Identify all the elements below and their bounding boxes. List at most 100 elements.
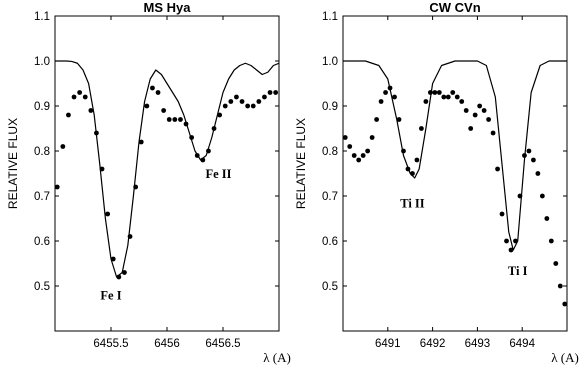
cw-cvn-ytick-label: 0.7 — [322, 191, 338, 203]
cw-cvn-observed-point — [548, 238, 554, 244]
cw-cvn-observed-point — [477, 103, 483, 109]
cw-cvn-line-label: Ti II — [400, 196, 425, 210]
cw-cvn-observed-point — [392, 94, 397, 100]
ms-hya-observed-point — [239, 99, 245, 104]
cw-cvn-observed-point — [432, 90, 438, 95]
ms-hya-ylabel: RELATIVE FLUX — [6, 118, 20, 209]
ms-hya-observed-point — [82, 94, 88, 100]
cw-cvn-observed-point — [499, 211, 505, 217]
ms-hya-title: MS Hya — [144, 0, 192, 15]
ms-hya-ytick-label: 1.1 — [34, 11, 50, 23]
cw-cvn-xtick-label: 6491 — [375, 338, 401, 350]
cw-cvn-line-label: Ti I — [508, 264, 528, 278]
ms-hya-ytick-label: 0.8 — [34, 146, 50, 158]
cw-cvn-observed-point — [369, 135, 375, 140]
ms-hya-observed-point — [222, 103, 228, 109]
cw-cvn-xtick-label: 6492 — [420, 338, 446, 350]
cw-cvn-observed-point — [365, 148, 371, 154]
cw-cvn-observed-point — [414, 157, 420, 163]
ms-hya-observed-point — [262, 94, 267, 100]
ms-hya-observed-point — [245, 103, 251, 109]
ms-hya-observed-point — [256, 99, 262, 104]
cw-cvn-axes-frame — [342, 15, 568, 332]
cw-cvn-ytick-label: 0.8 — [322, 146, 338, 158]
cw-cvn-observed-point — [526, 148, 532, 154]
ms-hya-observed-point — [55, 184, 60, 190]
cw-cvn-ytick-label: 0.5 — [322, 281, 338, 293]
ms-hya-observed-point — [66, 112, 71, 118]
ms-hya-observed-point — [273, 90, 279, 95]
ms-hya-observed-point — [71, 94, 77, 100]
cw-cvn-observed-point — [544, 216, 550, 221]
cw-cvn-observed-point — [450, 90, 456, 95]
ms-hya-observed-point — [88, 108, 94, 113]
ms-hya-ytick-label: 0.5 — [34, 281, 50, 293]
cw-cvn-title: CW CVn — [429, 0, 480, 15]
ms-hya-ytick-label: 0.9 — [34, 101, 50, 113]
ms-hya-observed-point — [155, 90, 161, 95]
cw-cvn-observed-point — [535, 171, 541, 176]
ms-hya-panel: MS Hya 0.5 0.6 0.7 0.8 0.9 1.0 1.1 6455.5 6456 645… — [6, 0, 291, 365]
ms-hya-observed-point — [234, 94, 239, 100]
ms-hya-line-label: Fe II — [205, 167, 231, 181]
cw-cvn-observed-point — [553, 261, 559, 266]
ms-hya-xtick-label: 6456.5 — [205, 338, 240, 350]
cw-cvn-observed-point — [504, 238, 509, 244]
cw-cvn-observed-point — [396, 117, 402, 122]
ms-hya-observed-point — [217, 112, 223, 118]
ms-hya-observed-point — [144, 103, 150, 109]
cw-cvn-observed-point — [360, 153, 366, 158]
ms-hya-observed-point — [166, 117, 172, 122]
cw-cvn-observed-point — [383, 90, 388, 95]
cw-cvn-observed-point — [481, 108, 487, 113]
cw-cvn-observed-point — [539, 193, 545, 199]
cw-cvn-plot-area — [343, 60, 567, 307]
cw-cvn-observed-point — [486, 117, 491, 122]
cw-cvn-observed-point — [472, 112, 478, 118]
ms-hya-observed-point — [172, 117, 178, 122]
ms-hya-line-label: Fe I — [100, 289, 121, 303]
ms-hya-observed-point — [110, 256, 116, 262]
cw-cvn-observed-point — [495, 166, 500, 172]
ms-hya-observed-point — [250, 103, 256, 109]
ms-hya-observed-point — [267, 90, 273, 95]
cw-cvn-observed-point — [441, 94, 447, 100]
cw-cvn-xtick-label: 6494 — [509, 338, 535, 350]
ms-hya-xlabel: λ (A) — [263, 350, 291, 365]
cw-cvn-xlabel: λ (A) — [551, 350, 579, 365]
cw-cvn-observed-point — [374, 117, 379, 122]
cw-cvn-ytick-label: 1.0 — [322, 56, 338, 68]
cw-cvn-ytick-label: 1.1 — [322, 11, 338, 23]
ms-hya-ytick-label: 0.7 — [34, 191, 50, 203]
ms-hya-observed-point — [161, 108, 167, 113]
cw-cvn-observed-point — [351, 153, 357, 158]
cw-cvn-observed-point — [445, 94, 451, 100]
cw-cvn-panel: CW CVn 0.5 0.6 0.7 0.8 0.9 1.0 1.1 6491 6492 6493 6… — [294, 0, 579, 365]
ms-hya-xtick-label: 6455.5 — [93, 338, 128, 350]
cw-cvn-observed-point — [419, 126, 424, 131]
cw-cvn-observed-point — [436, 90, 442, 95]
ms-hya-ytick-label: 1.0 — [34, 56, 50, 68]
cw-cvn-observed-point — [347, 144, 353, 149]
cw-cvn-observed-point — [490, 130, 496, 136]
cw-cvn-observed-point — [459, 99, 465, 104]
ms-hya-observed-point — [122, 270, 127, 275]
ms-hya-ytick-label: 0.6 — [34, 236, 50, 248]
cw-cvn-xtick-label: 6493 — [465, 338, 491, 350]
cw-cvn-observed-point — [343, 135, 348, 140]
cw-cvn-observed-point — [531, 157, 536, 163]
ms-hya-observed-point — [178, 117, 183, 122]
ms-hya-observed-point — [60, 144, 66, 149]
cw-cvn-ylabel: RELATIVE FLUX — [294, 118, 308, 209]
ms-hya-xtick-label: 6456 — [154, 338, 180, 350]
ms-hya-model-line — [55, 60, 279, 278]
ms-hya-observed-point — [150, 85, 155, 91]
ms-hya-observed-point — [228, 99, 234, 104]
cw-cvn-ytick-label: 0.9 — [322, 101, 338, 113]
cw-cvn-observed-point — [423, 99, 429, 104]
cw-cvn-model-line — [343, 60, 567, 251]
cw-cvn-ytick-label: 0.6 — [322, 236, 338, 248]
cw-cvn-observed-point — [562, 301, 567, 307]
cw-cvn-observed-point — [463, 108, 469, 113]
